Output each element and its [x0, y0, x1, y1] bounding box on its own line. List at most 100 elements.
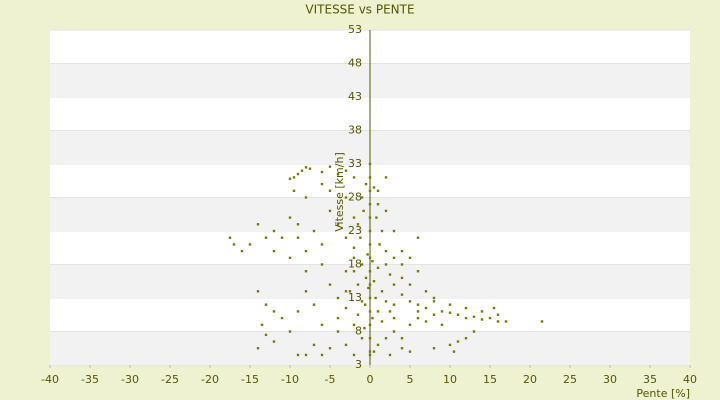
point: [368, 283, 372, 286]
point: [356, 313, 360, 316]
point: [320, 353, 324, 357]
point: [304, 353, 308, 357]
y-tick-label: 33: [348, 157, 362, 170]
y-tick-label: 28: [348, 191, 362, 204]
point: [320, 170, 324, 174]
x-tick-label: -35: [81, 373, 99, 386]
point: [416, 310, 420, 313]
point: [366, 253, 369, 256]
point: [352, 176, 356, 179]
point: [424, 290, 428, 293]
point: [368, 176, 372, 179]
point: [464, 306, 468, 310]
point: [408, 323, 412, 326]
point: [376, 343, 380, 347]
point: [328, 165, 332, 168]
point: [488, 316, 492, 320]
point: [264, 333, 268, 337]
point: [432, 300, 436, 303]
point: [352, 323, 356, 326]
point: [352, 353, 356, 357]
point: [352, 216, 356, 219]
x-tick-label: -25: [161, 373, 179, 386]
point: [408, 283, 412, 286]
point: [320, 263, 324, 266]
point: [368, 256, 372, 259]
x-tick-label: 15: [483, 373, 497, 386]
point: [416, 236, 420, 239]
point: [288, 216, 292, 219]
y-tick-label: 43: [348, 90, 362, 103]
point: [456, 313, 460, 316]
point: [452, 350, 456, 353]
point: [360, 263, 364, 266]
point: [368, 296, 372, 300]
point: [260, 323, 264, 326]
point: [376, 189, 380, 192]
point: [380, 290, 384, 293]
point: [272, 229, 276, 233]
point: [408, 300, 412, 303]
point: [356, 223, 360, 226]
x-tick-label: -5: [325, 373, 336, 386]
point: [312, 229, 316, 233]
point: [380, 229, 384, 233]
point: [496, 313, 500, 316]
point: [344, 270, 348, 273]
point: [232, 243, 236, 246]
y-tick-label: 13: [348, 291, 362, 304]
point: [480, 318, 484, 321]
point: [344, 343, 348, 347]
point: [440, 310, 444, 313]
point: [280, 236, 284, 239]
x-tick-label: 25: [563, 373, 577, 386]
point: [292, 189, 296, 192]
point: [304, 196, 308, 199]
point: [368, 323, 372, 326]
point: [378, 243, 381, 246]
point: [336, 330, 340, 333]
point: [360, 196, 364, 199]
point: [400, 347, 404, 350]
point: [320, 243, 324, 246]
point: [256, 347, 260, 350]
point: [364, 303, 367, 306]
point: [368, 353, 372, 357]
point: [388, 310, 392, 313]
point: [416, 270, 420, 273]
point: [368, 189, 372, 192]
point: [384, 249, 388, 253]
point: [392, 283, 396, 286]
point: [288, 330, 292, 333]
point: [372, 280, 376, 283]
point: [464, 337, 468, 340]
point: [256, 290, 260, 293]
point: [359, 236, 362, 239]
point: [304, 249, 308, 253]
point: [432, 296, 436, 300]
point: [392, 316, 396, 320]
point: [352, 270, 356, 273]
y-tick-label: 38: [348, 124, 362, 137]
point: [296, 172, 300, 176]
point: [368, 270, 372, 273]
point: [264, 236, 268, 239]
point: [272, 310, 276, 313]
point: [256, 223, 260, 226]
point: [328, 283, 332, 286]
point: [432, 313, 436, 316]
point: [376, 203, 380, 206]
point: [400, 263, 404, 266]
point: [372, 350, 376, 353]
point: [336, 296, 340, 300]
point: [480, 310, 484, 313]
x-tick-label: -20: [201, 373, 219, 386]
point: [296, 236, 300, 239]
x-tick-label: 30: [603, 373, 617, 386]
point: [388, 273, 392, 276]
point: [296, 223, 300, 226]
point: [372, 186, 376, 189]
point: [304, 166, 308, 169]
point: [424, 306, 428, 310]
point: [368, 310, 372, 313]
